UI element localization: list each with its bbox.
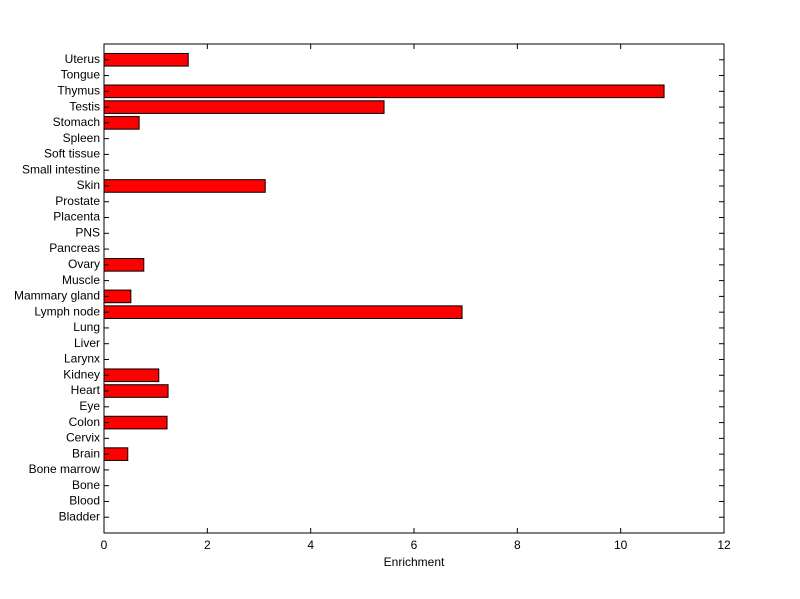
y-tick-label: Eye	[79, 399, 100, 413]
bar	[103, 84, 665, 99]
y-tick-label: Lymph node	[34, 304, 100, 318]
x-tick-label: 12	[717, 538, 731, 552]
y-tick-label: Kidney	[63, 367, 100, 381]
y-tick-label: Bone marrow	[29, 462, 101, 476]
y-tick-label: Stomach	[53, 115, 100, 129]
x-tick-label: 0	[101, 538, 108, 552]
bar	[103, 258, 145, 272]
x-axis-label: Enrichment	[384, 555, 445, 569]
plot-frame	[103, 43, 725, 534]
y-tick-label: Larynx	[64, 352, 100, 366]
x-tick-label: 6	[411, 538, 418, 552]
x-tick-label: 2	[204, 538, 211, 552]
y-tick-label: Lung	[73, 320, 100, 334]
bar	[103, 116, 140, 130]
x-tick-label: 8	[514, 538, 521, 552]
y-tick-label: Spleen	[63, 131, 100, 145]
y-tick-label: Cervix	[66, 431, 100, 445]
bar	[103, 368, 160, 383]
bar	[103, 384, 169, 398]
y-tick-label: Skin	[77, 178, 100, 192]
bar	[103, 305, 463, 319]
y-tick-label: Thymus	[57, 83, 100, 97]
y-tick-label: Mammary gland	[14, 289, 100, 303]
y-tick-label: Liver	[74, 336, 100, 350]
y-tick-label: Colon	[69, 415, 100, 429]
y-tick-label: Heart	[71, 383, 101, 397]
x-tick-label: 10	[614, 538, 628, 552]
y-tick-label: Bone	[72, 478, 100, 492]
bar	[103, 100, 385, 114]
y-tick-label: PNS	[75, 225, 100, 239]
y-tick-label: Prostate	[55, 194, 100, 208]
y-tick-label: Soft tissue	[44, 147, 100, 161]
y-tick-label: Pancreas	[49, 241, 100, 255]
bar	[103, 179, 266, 193]
y-tick-label: Small intestine	[22, 162, 100, 176]
y-tick-label: Testis	[69, 99, 100, 113]
x-tick-label: 4	[307, 538, 314, 552]
y-tick-label: Ovary	[68, 257, 100, 271]
bar	[103, 52, 189, 67]
y-tick-label: Blood	[69, 494, 100, 508]
bar	[103, 415, 168, 430]
y-tick-label: Brain	[72, 446, 100, 460]
y-tick-label: Muscle	[62, 273, 100, 287]
y-tick-label: Tongue	[61, 68, 101, 82]
y-tick-label: Bladder	[59, 509, 100, 523]
y-tick-label: Uterus	[65, 52, 100, 66]
y-tick-label: Placenta	[53, 210, 100, 224]
